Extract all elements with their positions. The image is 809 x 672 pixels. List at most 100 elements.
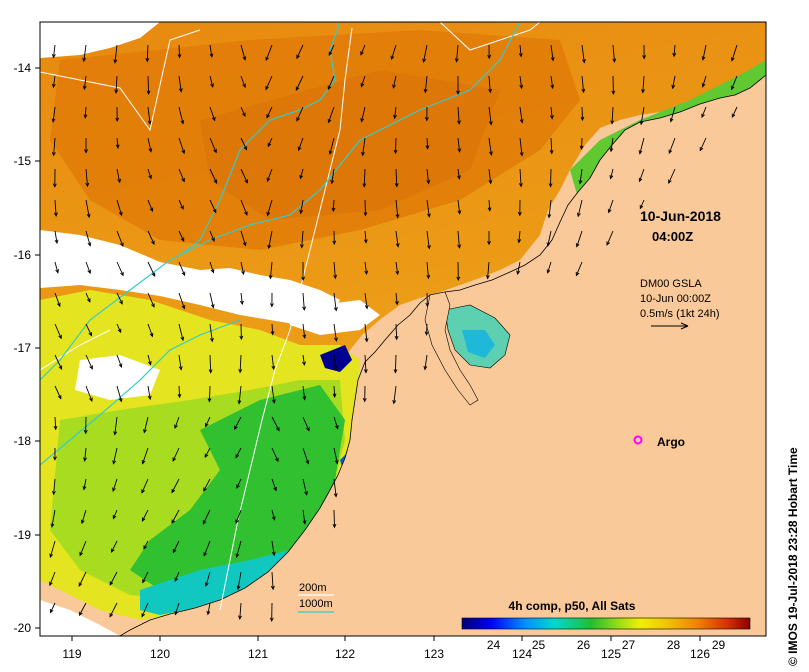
current-arrow-head (52, 183, 57, 188)
current-arrow (142, 447, 149, 464)
current-arrow-head (49, 608, 54, 614)
current-arrow-head (51, 83, 56, 89)
current-arrow-head (141, 460, 146, 465)
current-arrow (577, 199, 583, 217)
current-arrow-head (117, 178, 122, 184)
current-arrow-head (333, 493, 338, 498)
argo-float-marker[interactable] (633, 435, 643, 445)
current-arrow (209, 44, 213, 57)
current-arrow-head (238, 369, 243, 374)
current-arrow (424, 75, 428, 93)
timestamp-time: 04:00Z (652, 229, 693, 244)
current-arrow (83, 75, 87, 90)
current-arrow-head (115, 117, 120, 123)
current-arrow (236, 540, 242, 558)
current-arrow (116, 323, 122, 333)
current-legend-line1: DM00 GSLA (640, 278, 702, 290)
current-arrow (331, 168, 335, 184)
current-arrow-head (149, 332, 154, 338)
current-arrow-head (488, 179, 493, 185)
current-legend-line3: 0.5m/s (1kt 24h) (640, 308, 719, 320)
current-arrow-head (576, 212, 581, 218)
current-arrow (209, 168, 218, 184)
current-arrow (54, 385, 62, 399)
current-arrow (85, 230, 91, 246)
current-arrow (178, 323, 184, 341)
current-arrow (141, 602, 149, 617)
current-arrow (113, 447, 118, 464)
y-tick-label: -14 (14, 61, 32, 75)
colorbar-tick-label: 28 (667, 638, 681, 652)
current-arrow-head (364, 270, 369, 276)
current-arrow (364, 199, 366, 216)
current-arrow-head (53, 425, 58, 431)
current-arrow (328, 106, 335, 123)
current-arrow (178, 75, 182, 92)
current-arrow (606, 230, 614, 246)
current-arrow-head (82, 85, 87, 91)
current-arrow-head (606, 241, 610, 246)
current-arrow (84, 106, 87, 118)
current-arrow-head (638, 150, 643, 155)
current-arrow (271, 478, 277, 491)
current-arrow (668, 137, 676, 154)
current-arrow (364, 261, 368, 275)
sea-surface-cyan (140, 550, 300, 615)
current-arrow-head (332, 240, 337, 246)
y-axis: -14 -15 -16 -17 -18 -19 -20 (14, 61, 40, 635)
current-arrow (51, 509, 56, 527)
current-arrow (639, 137, 645, 154)
current-arrow-head (85, 182, 90, 188)
current-arrow-head (327, 118, 332, 124)
current-arrow (114, 416, 118, 435)
king-sound-inner (462, 330, 495, 358)
colorbar-title: 4h comp, p50, All Sats (509, 599, 636, 613)
current-arrow (392, 75, 397, 88)
current-arrow-head (457, 175, 461, 180)
current-arrow-head (607, 208, 612, 214)
current-arrow-head (86, 298, 91, 303)
x-tick-label: 123 (424, 647, 444, 661)
current-arrow (147, 199, 153, 212)
current-arrow-head (83, 114, 88, 119)
colorbar (461, 617, 751, 630)
current-arrow-head (392, 399, 397, 405)
current-arrow-head (51, 490, 56, 496)
current-arrow-head (149, 207, 154, 213)
current-arrow (178, 354, 182, 370)
current-arrow-head (518, 53, 523, 58)
current-arrow-head (235, 454, 240, 459)
current-arrow (547, 261, 552, 273)
current-arrow-head (333, 307, 338, 312)
current-arrow-head (575, 271, 580, 277)
current-arrow (116, 199, 123, 216)
current-arrow (394, 354, 397, 373)
current-arrow-head (180, 237, 185, 242)
current-arrow (238, 385, 242, 404)
current-arrow (240, 44, 246, 60)
current-arrow-head (299, 209, 304, 215)
current-arrow-head (242, 241, 247, 247)
current-arrow-head (113, 59, 118, 64)
current-arrow-head (118, 397, 123, 403)
current-arrow-head (211, 116, 216, 122)
credit-text: © IMOS 19-Jul-2018 23:28 Hobart Time (786, 447, 800, 666)
current-arrow (178, 168, 185, 182)
current-arrow-head (235, 519, 240, 524)
current-arrow-head (334, 337, 338, 342)
current-arrow-head (394, 301, 399, 306)
current-arrow (395, 137, 397, 154)
current-arrow-head (86, 213, 91, 219)
current-arrow (116, 168, 121, 183)
current-arrow-head (457, 148, 462, 153)
current-arrow-head (272, 399, 276, 404)
current-arrow-head (487, 54, 492, 60)
current-arrow-head (204, 582, 209, 587)
current-arrow (267, 199, 273, 216)
current-arrow-head (390, 55, 395, 61)
current-arrow (299, 168, 304, 179)
current-arrow-head (87, 242, 92, 247)
current-arrow (699, 137, 707, 151)
current-arrow-head (302, 334, 307, 339)
current-arrow-head (456, 276, 461, 282)
